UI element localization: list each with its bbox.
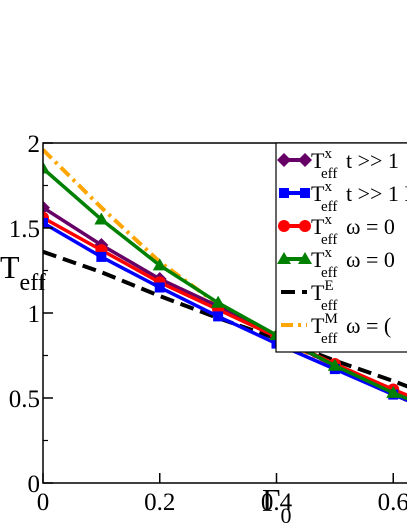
data-point: [96, 251, 107, 262]
y-tick-label: 0: [28, 471, 41, 498]
legend-item-t-m-eff-0: TM effω = (: [281, 311, 391, 347]
legend-item-t-x-eff-t-1: Tx efft >> 1: [277, 146, 399, 182]
legend-marker: [300, 188, 310, 198]
legend-label: Tx effω = 0: [311, 245, 395, 281]
legend: Tx efft >> 1Tx efft >> 1 ITx effω = 0Tx effω…: [275, 142, 407, 353]
legend-item-t-x-eff-t-1-i: Tx efft >> 1 I: [279, 179, 407, 215]
data-point: [211, 295, 226, 308]
legend-label: TM effω = (: [311, 311, 391, 347]
data-point: [43, 161, 50, 174]
data-point: [386, 385, 401, 398]
y-tick-label: 1.5: [9, 216, 40, 243]
legend-marker: [277, 252, 291, 264]
legend-label: Tx effω = 0: [311, 212, 395, 248]
data-point: [213, 311, 224, 322]
legend-box: [275, 142, 407, 353]
legend-item-t-x-eff-0: Tx effω = 0: [278, 212, 395, 248]
legend-marker: [298, 153, 312, 167]
x-tick-label: 0.4: [261, 489, 293, 516]
legend-marker: [299, 220, 311, 232]
data-point: [43, 200, 50, 215]
y-tick-label: 2: [28, 131, 41, 158]
axis-ticks: 0 0.2 0.4 0.6 0 0.5 1 1.5 2: [9, 131, 407, 516]
legend-item-t-e-eff: TE eff: [281, 278, 337, 314]
y-tick-label: 0.5: [9, 386, 40, 413]
legend-label: TE eff: [311, 278, 337, 314]
y-tick-label: 1: [28, 301, 41, 328]
data-point: [152, 258, 167, 271]
y-axis-title: Teff: [0, 249, 46, 296]
data-point: [327, 358, 342, 371]
legend-marker: [277, 153, 291, 167]
x-axis-title: Γ0: [262, 482, 292, 527]
legend-marker: [278, 220, 290, 232]
legend-label: Tx efft >> 1 I: [311, 179, 407, 215]
x-tick-label: 0: [37, 489, 50, 516]
data-point: [94, 212, 109, 225]
x-tick-label: 0.6: [378, 489, 407, 516]
legend-label: Tx efft >> 1: [311, 146, 399, 182]
legend-item-t-x-eff-0-2: Tx effω = 0: [277, 245, 395, 281]
data-point: [43, 217, 48, 228]
data-point: [154, 282, 165, 293]
legend-marker: [279, 188, 289, 198]
x-tick-label: 0.2: [144, 489, 175, 516]
legend-marker: [298, 252, 312, 264]
